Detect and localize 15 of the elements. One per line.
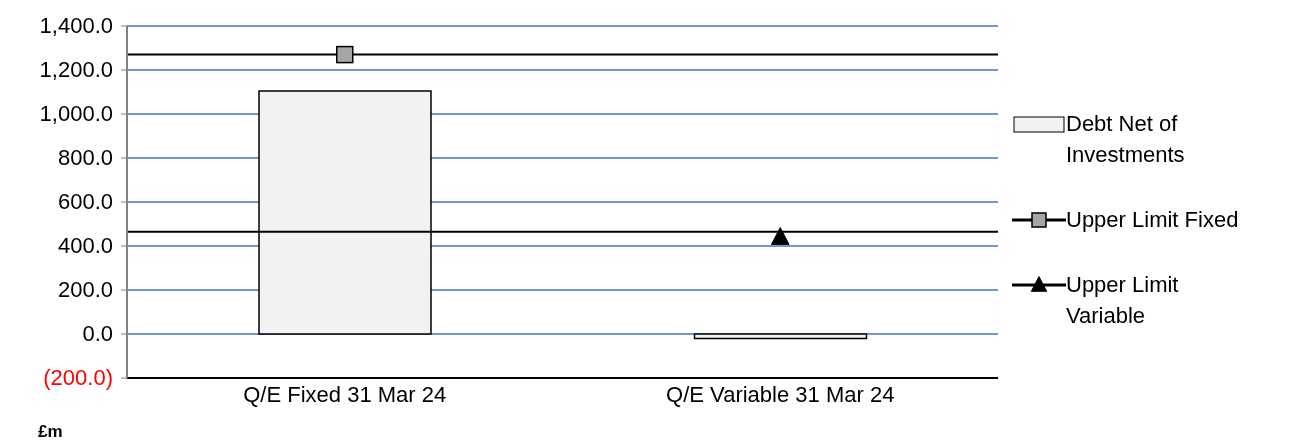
y-tick-label: 400.0 — [57, 233, 113, 258]
y-tick-label: 0.0 — [82, 321, 113, 346]
y-tick-label: 200.0 — [57, 277, 113, 302]
legend-label: Upper Limit Variable — [1066, 271, 1180, 330]
text: £m — [38, 422, 63, 442]
x-tick-label: Q/E Fixed 31 Mar 24 — [243, 381, 447, 407]
y-tick-label: 1,200.0 — [39, 57, 113, 82]
y-tick-label: 800.0 — [57, 145, 113, 170]
y-tick-label: (200.0) — [43, 365, 113, 390]
legend-label: Debt Net of Investments — [1066, 110, 1186, 169]
legend-label: Upper Limit Fixed — [1066, 206, 1240, 234]
x-tick-label: Q/E Variable 31 Mar 24 — [666, 381, 895, 407]
y-tick-label: 1,000.0 — [39, 101, 113, 126]
y-tick-label: 600.0 — [57, 189, 113, 214]
y-tick-label: 1,400.0 — [39, 13, 113, 38]
